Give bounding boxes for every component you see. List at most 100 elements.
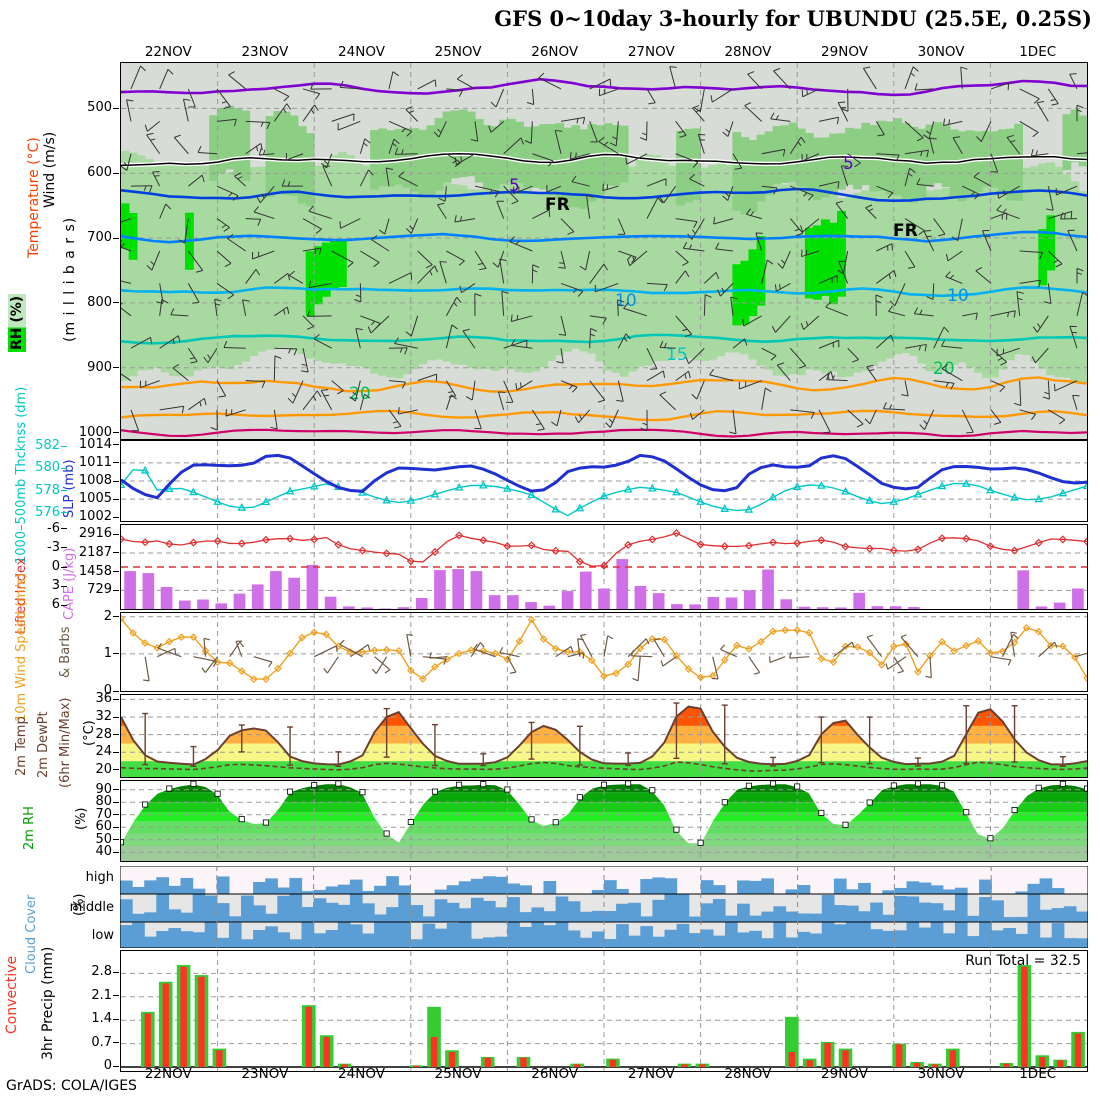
pressure-tick: 800 — [87, 294, 112, 310]
precip-convective-bar — [824, 1042, 831, 1067]
thickness-line — [121, 468, 1087, 517]
pressure-tick: 1000 — [78, 424, 112, 440]
slp-tick: 1014 — [78, 436, 112, 452]
temp2m-axis-labels: 2m Temp 2m DewPt (6hr Min/Max) (°C) 20 24… — [0, 691, 120, 788]
tick-mark — [113, 616, 119, 618]
rh-tick: 70 — [95, 806, 112, 822]
tick-mark — [113, 690, 119, 692]
lifted-index-line — [121, 532, 1087, 567]
thickness-ytick-group: 582 580 578 576 — [0, 438, 120, 522]
cloud-panel[interactable] — [120, 866, 1088, 948]
precip-convective-bar — [198, 976, 205, 1067]
cape-bar — [1035, 606, 1048, 609]
precip-convective-bar — [609, 1059, 617, 1067]
lifted-index-tick: 6 — [51, 597, 60, 613]
tick-mark — [113, 444, 119, 446]
cape-bar — [1053, 602, 1066, 609]
precip-panel[interactable]: Run Total = 32.5 — [120, 950, 1088, 1072]
rh-tick: 80 — [95, 794, 112, 810]
cape-bar — [233, 593, 246, 609]
tick-mark — [61, 445, 67, 447]
precip-convective-bar — [520, 1057, 527, 1067]
lifted-index-tick: 3 — [51, 578, 60, 594]
li-cape-panel[interactable] — [120, 524, 1088, 610]
temp2m-panel[interactable] — [120, 694, 1088, 778]
slp-line — [121, 453, 1087, 500]
temp-tick: 24 — [95, 744, 112, 760]
precip-convective-bar — [573, 1064, 581, 1067]
pressure-tick: 600 — [87, 165, 112, 181]
precip-convective-bar — [412, 1065, 420, 1067]
tick-mark — [113, 801, 119, 803]
contour-label-10-b: 10 — [947, 286, 969, 306]
date-tick-23nov: 23NOV — [241, 1066, 289, 1082]
slp-tick: 1005 — [78, 491, 112, 507]
date-tick-27nov: 27NOV — [627, 1066, 675, 1082]
precip-convective-bar — [448, 1051, 456, 1067]
run-total-label: Run Total = 32.5 — [965, 953, 1081, 969]
cape-bar — [561, 591, 574, 609]
cape-bar — [507, 595, 519, 609]
tick-mark — [61, 528, 67, 530]
precip-total-bar — [427, 1006, 441, 1067]
slp-ytick-group: 1014 1011 1008 1005 1002 — [0, 436, 120, 524]
temp-tick: 28 — [95, 726, 112, 742]
thickness-tick: 576 — [35, 504, 60, 520]
cape-bar — [835, 607, 847, 609]
precip-convective-bar — [144, 1013, 152, 1067]
slp-thickness-panel[interactable] — [120, 440, 1088, 522]
tick-mark — [113, 462, 119, 464]
tick-mark — [113, 533, 119, 535]
rh2m-ytick-group: 40 50 60 70 80 90 — [0, 780, 120, 862]
precip-convective-bar — [1039, 1056, 1046, 1067]
date-tick-29nov: 29NOV — [821, 44, 868, 60]
upper-air-panel[interactable]: 5 5 10 10 15 20 20 FR FR — [120, 62, 1088, 440]
contour-label-10-a: 10 — [615, 291, 637, 311]
tick-mark — [113, 839, 119, 841]
date-tick-26nov: 26NOV — [531, 44, 579, 60]
date-tick-30nov: 30NOV — [917, 44, 965, 60]
slp-thickness-axis-labels: 1000–500mb Thcknss (dm) SLP (mb) 582 580 5… — [0, 387, 120, 564]
wind10m-panel[interactable] — [120, 612, 1088, 692]
cape-bar — [853, 592, 866, 609]
precip-convective-bar — [931, 1064, 939, 1067]
cape-bar — [871, 606, 884, 609]
cape-bar — [598, 588, 610, 609]
precip-tick: 2.8 — [91, 964, 112, 980]
precip-convective-bar — [305, 1006, 313, 1067]
precip-tick: 1.4 — [91, 1011, 112, 1027]
precip-convective-bar — [788, 1051, 796, 1067]
date-tick-1dec: 1DEC — [1019, 1066, 1057, 1082]
cape-bar — [434, 570, 446, 609]
date-tick-22nov: 22NOV — [144, 44, 192, 60]
tick-mark — [113, 698, 119, 700]
precip-axis-labels: Total / Rain Convective 3hr Precip (mm) … — [0, 947, 120, 1073]
tick-mark — [113, 851, 119, 853]
date-tick-22nov: 22NOV — [144, 1066, 192, 1082]
tick-mark — [113, 172, 119, 174]
cape-tick: 729 — [87, 582, 112, 598]
date-tick-1dec: 1DEC — [1019, 44, 1057, 60]
thickness-tick: 582 — [35, 438, 60, 453]
contour-label-minus5-a: 5 — [509, 176, 520, 196]
precip-convective-bar — [1021, 966, 1028, 1067]
rh2m-axis-labels: 2m RH (%) 40 50 60 70 80 90 — [0, 780, 120, 862]
grads-credit: GrADS: COLA/IGES — [6, 1078, 137, 1094]
precip-ytick-group: 0 0.7 1.4 2.1 2.8 — [0, 950, 120, 1073]
tick-mark — [61, 566, 67, 568]
cape-bar — [798, 606, 811, 609]
cape-bar — [543, 605, 556, 609]
rh-tick: 90 — [95, 781, 112, 797]
rh2m-panel[interactable] — [120, 780, 1088, 862]
slp-tick: 1008 — [78, 473, 112, 488]
contour-label-20-b: 20 — [933, 359, 955, 379]
cape-bar — [671, 604, 683, 609]
tick-mark — [113, 716, 119, 718]
precip-convective-bar — [913, 1062, 921, 1067]
tick-mark — [113, 589, 119, 591]
tick-mark — [61, 585, 67, 587]
wind-speed-tick: 2 — [103, 608, 112, 624]
temp-tick: 36 — [95, 691, 112, 707]
bottom-date-axis: 22NOV 23NOV 24NOV 25NOV 26NOV 27NOV 28NOV 29NOV… — [120, 1066, 1088, 1084]
cape-bar — [1017, 570, 1030, 609]
